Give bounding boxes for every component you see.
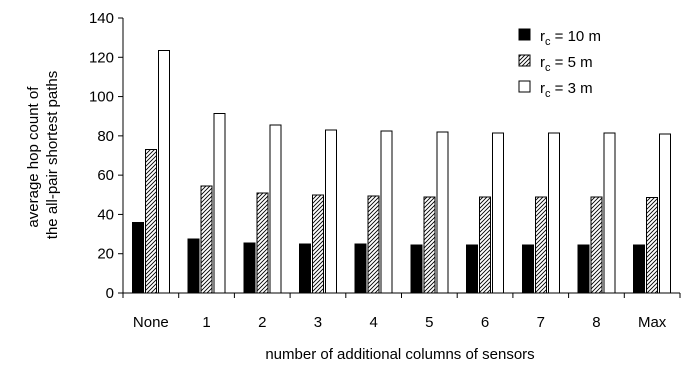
x-tick-label-1: 1 xyxy=(202,314,210,331)
x-tick-label-None: None xyxy=(133,314,169,331)
bar-series-3-7 xyxy=(547,132,560,294)
y-tick-label: 20 xyxy=(97,246,114,263)
y-tick-label: 120 xyxy=(89,49,114,66)
legend: rc = 10 m rc = 5 m rc = 3 m xyxy=(518,28,601,100)
x-axis: None 1 2 3 4 5 6 7 8 Max xyxy=(122,292,681,331)
y-axis-title-line-1: average hop count of xyxy=(25,86,42,228)
x-tick-label-2: 2 xyxy=(258,314,266,331)
bar-series-3-4 xyxy=(380,130,393,294)
bar-series-1-6 xyxy=(466,244,479,294)
bar-series-2-7 xyxy=(534,196,547,294)
bar-series-1-3 xyxy=(298,243,311,294)
bar-series-2-None xyxy=(144,149,157,294)
bar-series-2-5 xyxy=(423,196,436,294)
bar-series-1-8 xyxy=(577,244,590,294)
bar-series-2-1 xyxy=(200,185,213,294)
bar-series-3-Max xyxy=(659,133,672,294)
x-tick-label-4: 4 xyxy=(369,314,377,331)
bar-series-3-8 xyxy=(603,132,616,294)
legend-swatch-2 xyxy=(518,54,531,67)
x-tick-label-Max: Max xyxy=(638,314,667,331)
bar-series-1-Max xyxy=(633,244,646,294)
bar-series-2-2 xyxy=(256,192,269,294)
bar-series-1-7 xyxy=(521,244,534,294)
bar-series-2-8 xyxy=(590,196,603,294)
bar-series-3-5 xyxy=(436,131,449,294)
y-tick-label: 140 xyxy=(89,10,114,27)
bar-series-2-6 xyxy=(479,196,492,294)
x-tick-label-3: 3 xyxy=(314,314,322,331)
legend-label-1: rc = 10 m xyxy=(540,28,601,48)
plot-area xyxy=(131,49,672,294)
x-tick-label-6: 6 xyxy=(481,314,489,331)
x-tick-label-7: 7 xyxy=(537,314,545,331)
bar-series-1-None xyxy=(131,221,144,294)
bar-series-1-4 xyxy=(354,243,367,294)
bar-series-3-1 xyxy=(213,112,226,294)
bar-series-3-2 xyxy=(269,124,282,294)
y-tick-label: 0 xyxy=(106,285,114,302)
bar-series-2-4 xyxy=(367,195,380,294)
legend-swatch-3 xyxy=(518,80,531,93)
legend-label-3: rc = 3 m xyxy=(540,80,593,100)
y-tick-label: 100 xyxy=(89,89,114,106)
x-tick-label-8: 8 xyxy=(592,314,600,331)
legend-label-2: rc = 5 m xyxy=(540,54,593,74)
bar-series-1-1 xyxy=(187,238,200,294)
legend-swatch-1 xyxy=(518,28,531,41)
bar-series-3-6 xyxy=(492,132,505,294)
y-tick-label: 80 xyxy=(97,128,114,145)
bar-series-3-None xyxy=(157,49,170,294)
bar-series-2-3 xyxy=(311,194,324,294)
bar-series-1-2 xyxy=(243,242,256,294)
y-axis-title-line-2: the all-pair shortest paths xyxy=(44,71,61,239)
bar-series-2-Max xyxy=(646,197,659,294)
bar-series-1-5 xyxy=(410,244,423,294)
y-tick-label: 40 xyxy=(97,206,114,223)
y-axis-title: average hop count of the all-pair shorte… xyxy=(25,71,61,239)
bar-series-3-3 xyxy=(324,129,337,294)
y-axis: 0 20 40 60 80 100 120 140 xyxy=(89,10,124,302)
x-tick-label-5: 5 xyxy=(425,314,433,331)
x-axis-title: number of additional columns of sensors xyxy=(265,346,534,363)
y-tick-label: 60 xyxy=(97,167,114,184)
